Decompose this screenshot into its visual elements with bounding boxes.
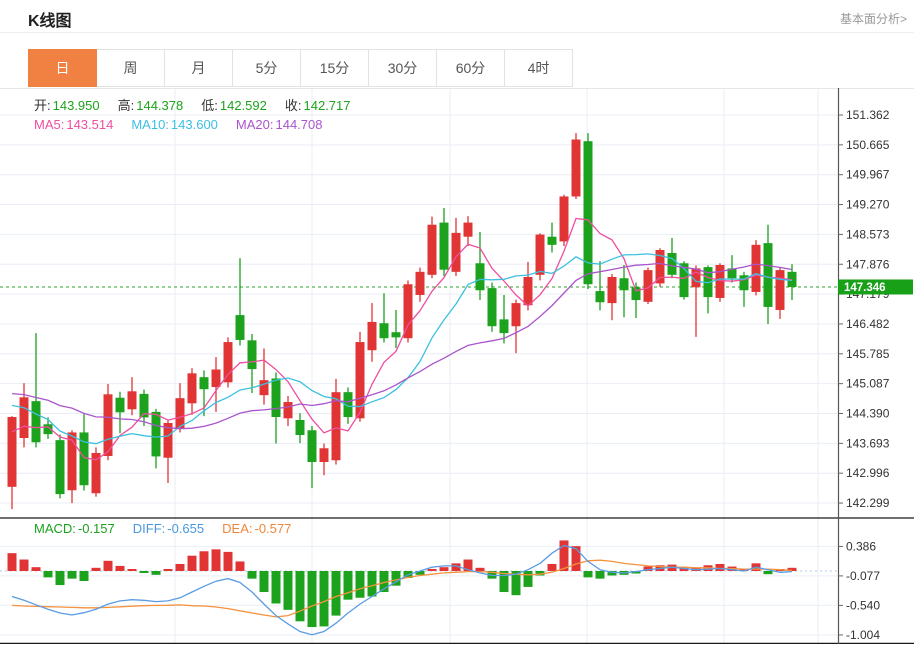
svg-text:146.482: 146.482 [846, 317, 890, 331]
svg-text:142.996: 142.996 [846, 466, 890, 480]
fundamental-analysis-link[interactable]: 基本面分析> [839, 12, 907, 26]
svg-text:142.299: 142.299 [846, 496, 890, 510]
tab-15min[interactable]: 15分 [300, 49, 369, 87]
svg-text:-0.077: -0.077 [846, 569, 880, 583]
page-title: K线图 [28, 13, 72, 30]
svg-text:149.967: 149.967 [846, 168, 890, 182]
tab-4hour[interactable]: 4时 [504, 49, 573, 87]
svg-text:147.346: 147.346 [844, 282, 886, 294]
current-price-badge: 147.346 [838, 279, 913, 295]
tab-5min[interactable]: 5分 [232, 49, 301, 87]
tab-week[interactable]: 周 [96, 49, 165, 87]
svg-text:-1.004: -1.004 [846, 628, 880, 642]
widget-header: K线图 基本面分析> [0, 0, 914, 33]
svg-text:0.386: 0.386 [846, 539, 876, 553]
svg-text:145.087: 145.087 [846, 377, 890, 391]
svg-text:-0.540: -0.540 [846, 598, 880, 612]
svg-text:148.573: 148.573 [846, 227, 890, 241]
svg-text:149.270: 149.270 [846, 198, 890, 212]
svg-text:151.362: 151.362 [846, 108, 890, 122]
tab-month[interactable]: 月 [164, 49, 233, 87]
svg-text:144.390: 144.390 [846, 407, 890, 421]
tab-30min[interactable]: 30分 [368, 49, 437, 87]
tab-60min[interactable]: 60分 [436, 49, 505, 87]
svg-text:147.876: 147.876 [846, 257, 890, 271]
tab-day[interactable]: 日 [28, 49, 97, 87]
kline-chart: 151.362 150.665 149.967 149.270 148.573 147.8… [0, 88, 914, 645]
period-tabs: 日周月 5分 15分 30分 60分 4时 [28, 49, 914, 87]
svg-text:145.785: 145.785 [846, 347, 890, 361]
svg-text:150.665: 150.665 [846, 138, 890, 152]
svg-text:143.693: 143.693 [846, 436, 890, 450]
